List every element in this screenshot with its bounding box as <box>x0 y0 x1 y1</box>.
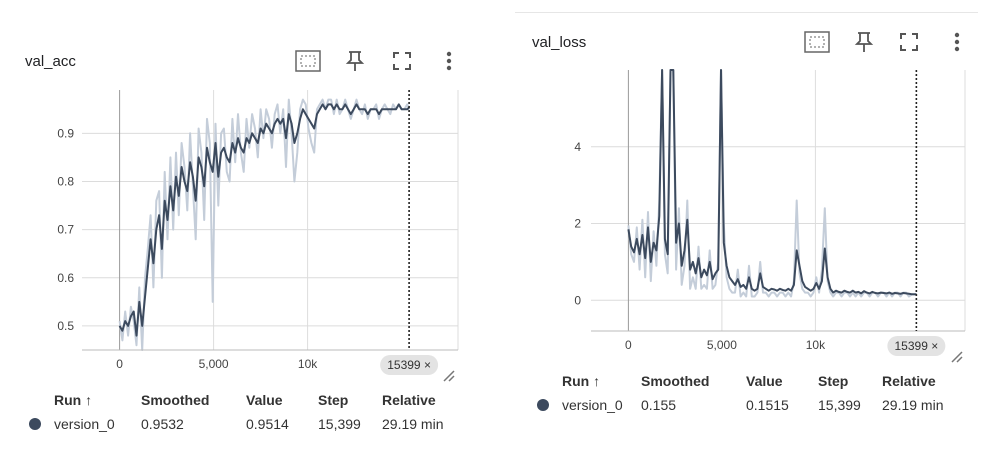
legend-header-row: Run ↑ Smoothed Value Step Relative <box>54 388 452 412</box>
val-loss-plot[interactable]: 0 2 4 0 5,000 10k 15399 × <box>515 0 988 463</box>
legend-table: Run ↑ Smoothed Value Step Relative versi… <box>537 369 952 417</box>
step-cursor[interactable]: 15399 × <box>887 70 946 356</box>
step-badge[interactable] <box>380 355 439 375</box>
fit-domain-icon <box>295 50 321 72</box>
more-vert-icon <box>954 32 960 52</box>
resize-handle-icon[interactable] <box>442 369 456 383</box>
legend-header-row: Run ↑ Smoothed Value Step Relative <box>562 369 952 393</box>
more-options-button[interactable] <box>436 48 462 74</box>
series-color-dot <box>537 399 549 411</box>
relative-column-header[interactable]: Relative <box>382 392 436 408</box>
y-tick-label: 0.5 <box>57 319 74 333</box>
smoothed-series <box>627 69 917 296</box>
legend-run-cell: version_0 <box>29 412 141 436</box>
pin-icon <box>854 32 874 52</box>
fullscreen-button[interactable] <box>389 48 415 74</box>
fullscreen-icon <box>393 52 411 70</box>
smoothed-column-header[interactable]: Smoothed <box>141 392 210 408</box>
step-value: 15,399 <box>818 397 861 413</box>
axes: 0.5 0.6 0.7 0.8 0.9 0 5,000 10k <box>57 126 458 371</box>
y-tick-label: 0.8 <box>57 174 74 188</box>
step-value: 15,399 <box>318 416 361 432</box>
chart-title: val_loss <box>532 34 587 51</box>
more-vert-icon <box>446 51 452 71</box>
y-tick-label: 0.9 <box>57 126 74 140</box>
x-tick-label: 10k <box>806 338 826 352</box>
raw-series <box>118 98 411 351</box>
relative-value: 29.19 min <box>382 416 444 432</box>
card-divider <box>515 12 978 13</box>
run-column-header[interactable]: Run ↑ <box>562 373 601 389</box>
run-column-header[interactable]: Run ↑ <box>54 392 93 408</box>
smoothed-column-header[interactable]: Smoothed <box>641 373 710 389</box>
more-options-button[interactable] <box>944 29 970 55</box>
smoothed-value: 0.9532 <box>141 416 184 432</box>
step-badge-label[interactable]: 15399 × <box>387 358 431 372</box>
step-column-header[interactable]: Step <box>318 392 349 408</box>
y-tick-label: 0 <box>574 293 581 307</box>
x-tick-label: 10k <box>298 357 318 371</box>
x-tick-label: 5,000 <box>199 357 229 371</box>
value-value: 0.1515 <box>746 397 789 413</box>
relative-column-header[interactable]: Relative <box>882 373 936 389</box>
series-color-dot <box>29 418 41 430</box>
grid <box>591 70 966 331</box>
val-acc-plot[interactable]: 0.5 0.6 0.7 0.8 0.9 0 5,000 10k 15399 × <box>0 0 490 463</box>
legend-row: version_0 0.9532 0.9514 15,399 29.19 min <box>29 412 452 436</box>
fit-domain-icon <box>804 31 830 53</box>
axes: 0 2 4 0 5,000 10k <box>574 140 965 352</box>
pin-button[interactable] <box>851 29 877 55</box>
smoothed-value-line <box>118 103 410 337</box>
value-value: 0.9514 <box>246 416 289 432</box>
step-badge[interactable] <box>887 336 946 356</box>
y-tick-label: 4 <box>574 140 581 154</box>
step-column-header[interactable]: Step <box>818 373 849 389</box>
chart-title: val_acc <box>25 53 76 70</box>
x-tick-label: 0 <box>116 357 123 371</box>
y-tick-label: 0.7 <box>57 223 74 237</box>
run-name: version_0 <box>54 416 115 432</box>
value-column-header[interactable]: Value <box>746 373 783 389</box>
pin-icon <box>345 51 365 71</box>
step-cursor[interactable]: 15399 × <box>380 90 439 375</box>
x-tick-label: 5,000 <box>707 338 737 352</box>
y-tick-label: 2 <box>574 217 581 231</box>
y-tick-label: 0.6 <box>57 271 74 285</box>
fullscreen-button[interactable] <box>896 29 922 55</box>
fullscreen-icon <box>900 33 918 51</box>
smoothed-value: 0.155 <box>641 397 677 413</box>
pin-button[interactable] <box>342 48 368 74</box>
raw-value-line <box>118 98 411 351</box>
legend-table: Run ↑ Smoothed Value Step Relative versi… <box>29 388 452 436</box>
legend-row: version_0 0.155 0.1515 15,399 29.19 min <box>537 393 952 417</box>
fit-domain-button[interactable] <box>295 48 321 74</box>
relative-value: 29.19 min <box>882 397 944 413</box>
raw-series <box>627 69 917 298</box>
run-name: version_0 <box>562 397 623 413</box>
value-column-header[interactable]: Value <box>246 392 283 408</box>
step-badge-label[interactable]: 15399 × <box>895 339 939 353</box>
resize-handle-icon[interactable] <box>950 350 964 364</box>
val-acc-card: val_acc 0.5 0.6 0.7 0.8 0.9 0 5,000 10k 15399 ×… <box>0 0 490 463</box>
val-loss-card: val_loss 0 2 4 0 5,000 10k 15399 × Run ↑ S <box>515 0 988 463</box>
smoothed-value-line <box>627 69 917 296</box>
raw-value-line <box>627 69 917 298</box>
x-tick-label: 0 <box>625 338 632 352</box>
smoothed-series <box>118 103 410 337</box>
legend-run-cell: version_0 <box>537 393 641 417</box>
fit-domain-button[interactable] <box>804 29 830 55</box>
